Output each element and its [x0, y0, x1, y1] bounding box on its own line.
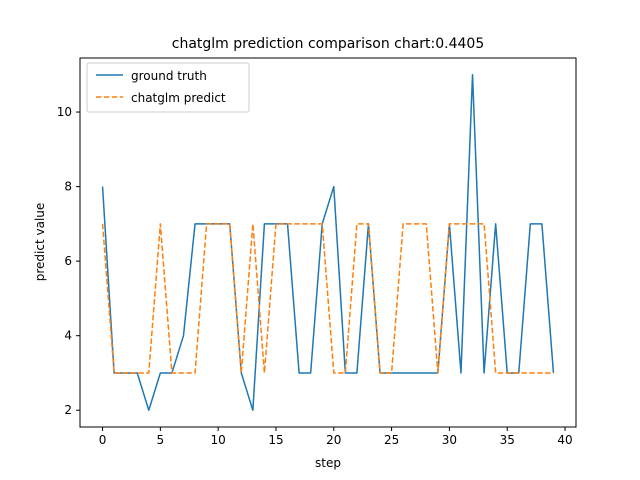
y-tick-label: 4: [64, 329, 72, 343]
x-tick-label: 25: [384, 433, 399, 447]
x-tick-label: 30: [442, 433, 457, 447]
x-tick-label: 35: [500, 433, 515, 447]
y-tick-label: 10: [57, 105, 72, 119]
legend: ground truth chatglm predict: [86, 62, 250, 113]
y-axis: 2 4 6 8 10: [57, 105, 80, 417]
x-tick-label: 5: [157, 433, 165, 447]
x-tick-label: 0: [99, 433, 107, 447]
y-tick-label: 6: [64, 254, 72, 268]
chart-title: chatglm prediction comparison chart:0.44…: [172, 36, 484, 52]
x-axis: 0 5 10 15 20 25 30 35 40: [99, 427, 573, 447]
series-layer: [101, 74, 555, 411]
x-tick-label: 20: [326, 433, 341, 447]
x-tick-label: 15: [268, 433, 283, 447]
y-tick-label: 8: [64, 180, 72, 194]
x-axis-label: step: [315, 456, 341, 470]
legend-label-chatglm-predict: chatglm predict: [131, 91, 226, 105]
x-tick-label: 40: [557, 433, 572, 447]
y-axis-label: predict value: [33, 203, 47, 282]
legend-label-ground-truth: ground truth: [131, 69, 207, 83]
y-tick-label: 2: [64, 403, 72, 417]
legend-box: [86, 62, 250, 113]
x-tick-label: 10: [211, 433, 226, 447]
plot-frame: [79, 57, 577, 428]
series-line-chatglm-predict: [101, 223, 554, 374]
